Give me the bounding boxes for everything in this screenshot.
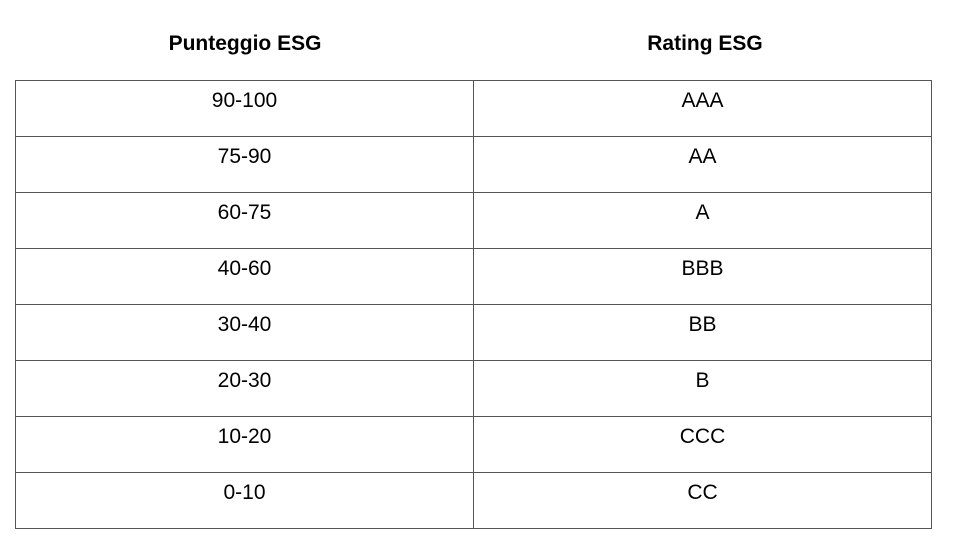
table-row: 0-10 CC xyxy=(15,472,932,529)
table-cell: AA xyxy=(473,136,932,193)
table-cell: 60-75 xyxy=(15,192,474,249)
table-cell: 40-60 xyxy=(15,248,474,305)
table-cell: CCC xyxy=(473,416,932,473)
table-row: 30-40 BB xyxy=(15,304,932,361)
table-row: 60-75 A xyxy=(15,192,932,249)
table-cell: 10-20 xyxy=(15,416,474,473)
table-cell: 90-100 xyxy=(15,80,474,137)
table-row: 90-100 AAA xyxy=(15,80,932,137)
table-cell: BBB xyxy=(473,248,932,305)
table-cell: A xyxy=(473,192,932,249)
table-row: 20-30 B xyxy=(15,360,932,417)
table-cell: BB xyxy=(473,304,932,361)
table-cell: 20-30 xyxy=(15,360,474,417)
table-cell: AAA xyxy=(473,80,932,137)
table-cell: CC xyxy=(473,472,932,529)
table-cell: 30-40 xyxy=(15,304,474,361)
table-cell: 0-10 xyxy=(15,472,474,529)
table: 90-100 AAA 75-90 AA 60-75 A 40-60 BBB 30-40 BB 20-… xyxy=(15,80,932,529)
column-header: Rating ESG xyxy=(647,32,763,55)
column-header: Punteggio ESG xyxy=(168,32,322,55)
table-row: 10-20 CCC xyxy=(15,416,932,473)
table-row: 40-60 BBB xyxy=(15,248,932,305)
table-cell: B xyxy=(473,360,932,417)
table-row: 75-90 AA xyxy=(15,136,932,193)
table-cell: 75-90 xyxy=(15,136,474,193)
